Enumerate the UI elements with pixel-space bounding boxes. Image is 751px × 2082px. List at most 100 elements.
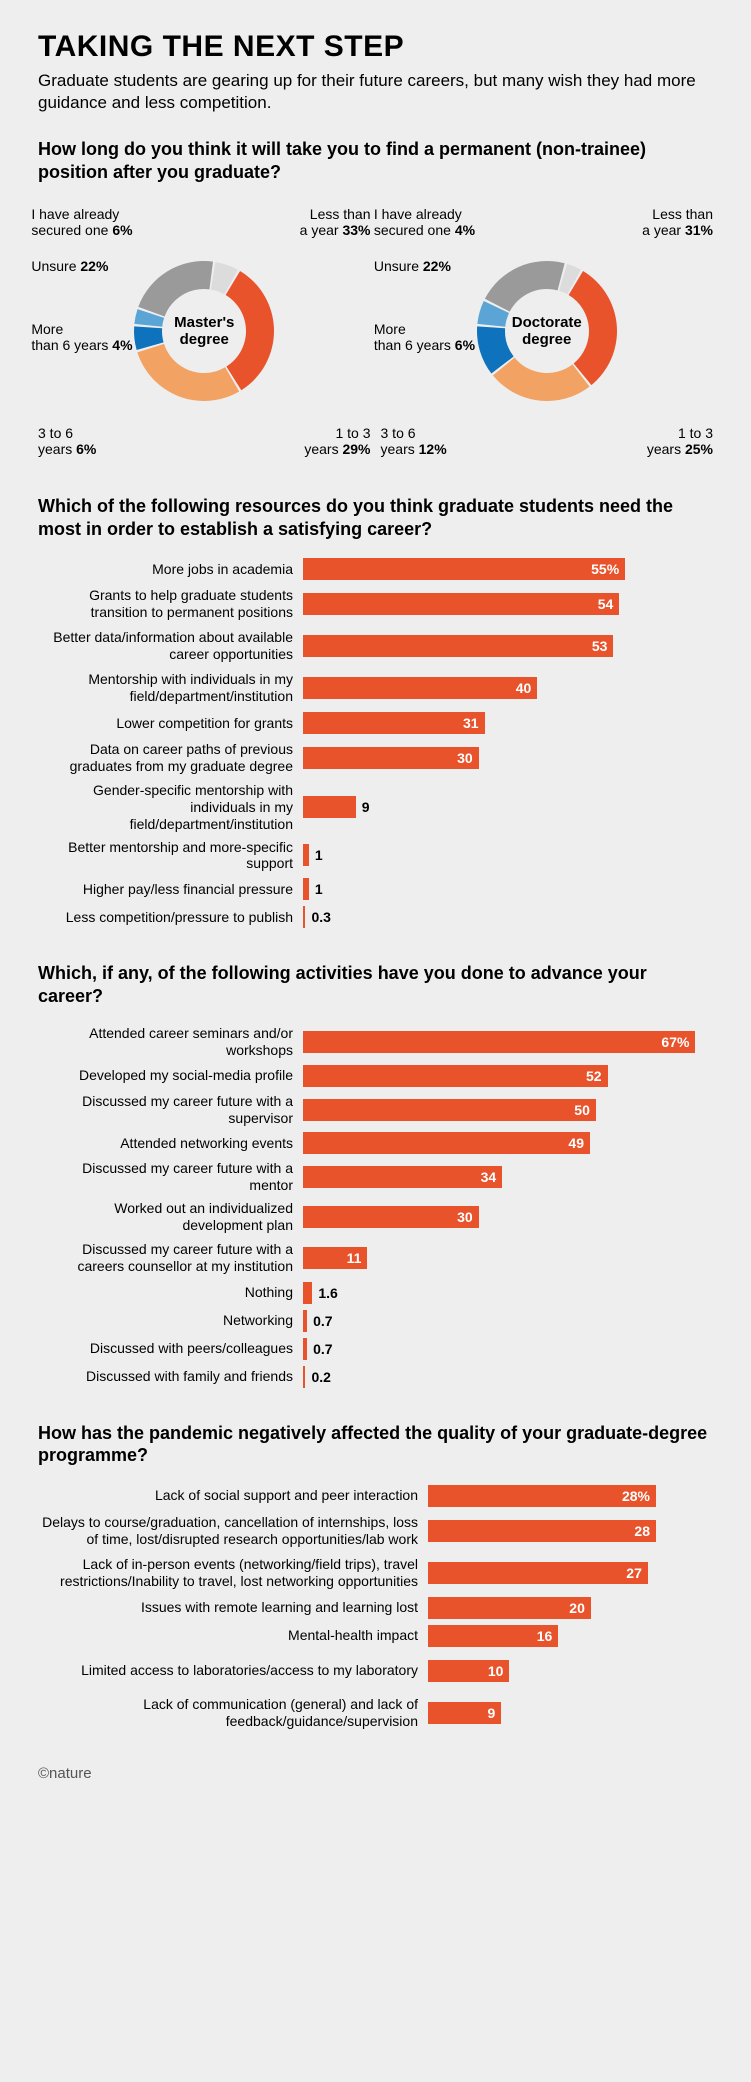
- donut-center-label: Doctorate degree: [502, 314, 592, 349]
- bar-fill: [303, 878, 309, 900]
- bar-fill: [303, 1099, 596, 1121]
- bar-track: 34: [303, 1166, 713, 1188]
- bar-label: Discussed my career future with a career…: [38, 1241, 293, 1275]
- donut-slice-label: Morethan 6 years 4%: [31, 321, 132, 353]
- bar-label: More jobs in academia: [38, 561, 293, 578]
- bar-value: 52: [586, 1068, 602, 1084]
- bar-value: 0.3: [311, 909, 330, 925]
- bar-value: 34: [481, 1169, 497, 1185]
- bar-label: Networking: [38, 1312, 293, 1329]
- bar-value: 1: [315, 881, 323, 897]
- bar-fill: [303, 1282, 312, 1304]
- bar-value: 67%: [661, 1034, 689, 1050]
- bar-track: 50: [303, 1099, 713, 1121]
- bar-fill: [303, 558, 625, 580]
- bar-row: Better mentorship and more-specific supp…: [38, 839, 713, 873]
- bar-fill: [303, 1065, 608, 1087]
- bar-value: 0.7: [313, 1341, 332, 1357]
- bar-row: Nothing1.6: [38, 1282, 713, 1304]
- bar-row: Networking 0.7: [38, 1310, 713, 1332]
- bar-track: 31: [303, 712, 713, 734]
- bar-label: Gender-specific mentorship with individu…: [38, 782, 293, 832]
- bar-fill: [303, 1166, 502, 1188]
- bar-label: Discussed my career future with a superv…: [38, 1093, 293, 1127]
- bar-fill: [428, 1597, 591, 1619]
- bar-row: Lack of communication (general) and lack…: [38, 1695, 713, 1731]
- bar-row: Delays to course/graduation, cancellatio…: [38, 1513, 713, 1549]
- donut-slice-label: 1 to 3years 25%: [647, 425, 713, 457]
- footer-credit: ©nature: [38, 1765, 713, 1782]
- bar-value: 0.7: [313, 1313, 332, 1329]
- bar-label: Data on career paths of previous graduat…: [38, 741, 293, 775]
- bar-fill: [303, 747, 479, 769]
- bar-row: Gender-specific mentorship with individu…: [38, 782, 713, 832]
- bar-fill: [428, 1562, 648, 1584]
- bar-track: 0.7: [303, 1310, 713, 1332]
- bar-value: 54: [598, 596, 614, 612]
- q1-section: How long do you think it will take you t…: [38, 138, 713, 461]
- bar-fill: [303, 796, 356, 818]
- bar-row: Grants to help graduate students transit…: [38, 586, 713, 622]
- bar-label: Higher pay/less financial pressure: [38, 881, 293, 898]
- bar-value: 16: [537, 1628, 553, 1644]
- bar-value: 49: [568, 1135, 584, 1151]
- bar-track: 1.6: [303, 1282, 713, 1304]
- bar-value: 9: [362, 799, 370, 815]
- bar-label: Lack of social support and peer interact…: [38, 1487, 418, 1504]
- bar-track: 53: [303, 635, 713, 657]
- q3-title: Which, if any, of the following activiti…: [38, 962, 713, 1007]
- bar-value: 0.2: [311, 1369, 330, 1385]
- bar-track: 0.3: [303, 906, 713, 928]
- donut-center-label: Master's degree: [159, 314, 249, 349]
- donut-slice-label: 3 to 6years 12%: [381, 425, 447, 457]
- q4-section: How has the pandemic negatively affected…: [38, 1422, 713, 1731]
- bar-row: Developed my social-media profile52: [38, 1065, 713, 1087]
- bar-label: Grants to help graduate students transit…: [38, 587, 293, 621]
- bar-row: Discussed with peers/colleagues 0.7: [38, 1338, 713, 1360]
- q4-title: How has the pandemic negatively affected…: [38, 1422, 713, 1467]
- bar-fill: [303, 1338, 307, 1360]
- bar-row: More jobs in academia 55%: [38, 558, 713, 580]
- bar-fill: [303, 1310, 307, 1332]
- bar-track: 55%: [303, 558, 713, 580]
- bar-value: 28%: [622, 1488, 650, 1504]
- bar-value: 31: [463, 715, 479, 731]
- donut-slice-label: I have alreadysecured one 4%: [374, 206, 475, 238]
- donut-slice-label: I have alreadysecured one 6%: [31, 206, 132, 238]
- bar-fill: [303, 635, 613, 657]
- bar-label: Limited access to laboratories/access to…: [38, 1662, 418, 1679]
- bar-track: 28%: [428, 1485, 713, 1507]
- bar-value: 40: [516, 680, 532, 696]
- bar-row: Lack of social support and peer interact…: [38, 1485, 713, 1507]
- bar-label: Discussed with peers/colleagues: [38, 1340, 293, 1357]
- bar-row: Worked out an individualized development…: [38, 1200, 713, 1234]
- bar-fill: [303, 1366, 305, 1388]
- bar-row: Discussed with family and friends 0.2: [38, 1366, 713, 1388]
- bar-value: 28: [634, 1523, 650, 1539]
- bar-row: Attended networking events49: [38, 1132, 713, 1154]
- bar-track: 9: [428, 1702, 713, 1724]
- bar-track: 67%: [303, 1031, 713, 1053]
- bar-track: 20: [428, 1597, 713, 1619]
- bar-row: Issues with remote learning and learning…: [38, 1597, 713, 1619]
- bar-track: 49: [303, 1132, 713, 1154]
- bar-fill: [428, 1520, 656, 1542]
- bar-track: 28: [428, 1520, 713, 1542]
- donut-slice-label: 3 to 6years 6%: [38, 425, 96, 457]
- q1-title: How long do you think it will take you t…: [38, 138, 713, 183]
- bar-row: Data on career paths of previous graduat…: [38, 740, 713, 776]
- bar-label: Discussed with family and friends: [38, 1368, 293, 1385]
- bar-track: 52: [303, 1065, 713, 1087]
- bar-row: Lower competition for grants31: [38, 712, 713, 734]
- bar-value: 30: [457, 1209, 473, 1225]
- bar-row: Lack of in-person events (networking/fie…: [38, 1555, 713, 1591]
- donut-slice-label: Less thana year 33%: [300, 206, 371, 238]
- donut-slice-label: Unsure 22%: [31, 258, 108, 274]
- bar-row: Mental-health impact16: [38, 1625, 713, 1647]
- q2-title: Which of the following resources do you …: [38, 495, 713, 540]
- donut-chart: Doctorate degreeLess thana year 31%1 to …: [381, 201, 714, 461]
- bar-label: Worked out an individualized development…: [38, 1200, 293, 1234]
- bar-label: Issues with remote learning and learning…: [38, 1599, 418, 1616]
- bar-value: 1.6: [318, 1285, 337, 1301]
- page-subtitle: Graduate students are gearing up for the…: [38, 70, 713, 114]
